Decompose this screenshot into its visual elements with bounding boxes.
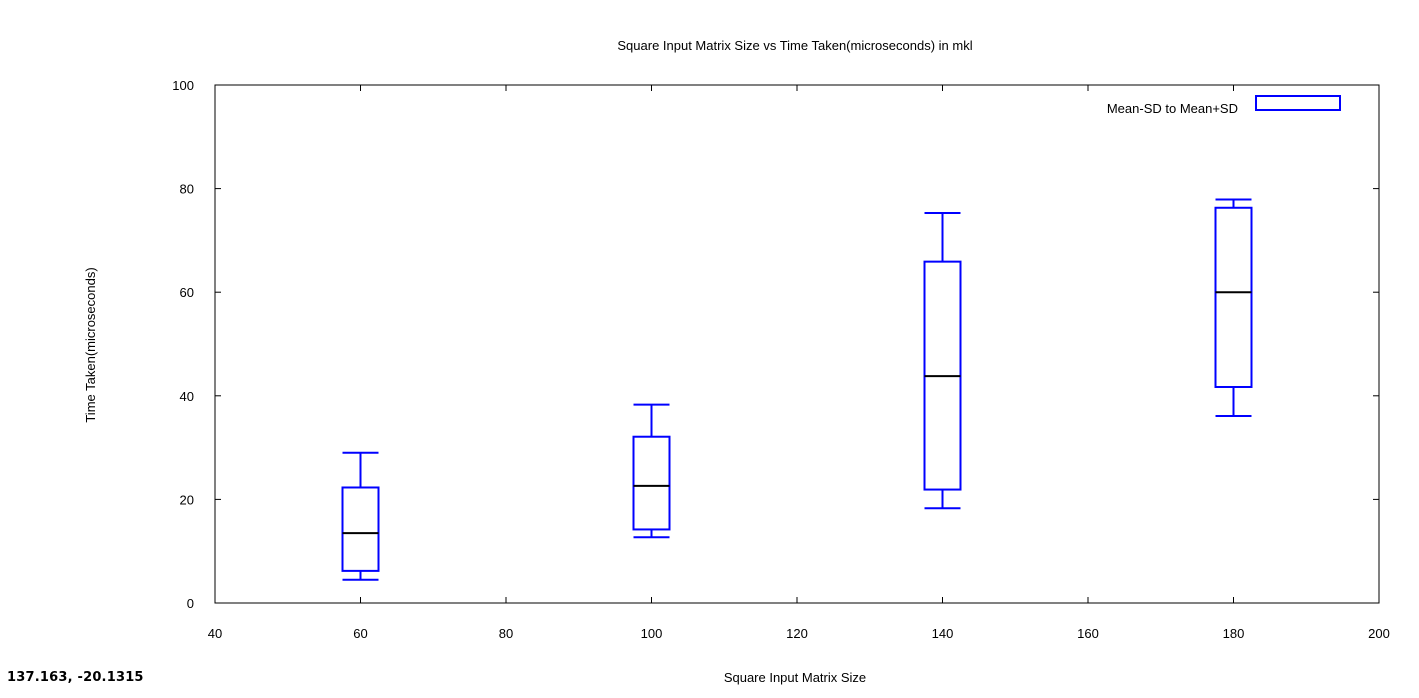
- box-100: [632, 403, 671, 539]
- y-tick-label-80: 80: [180, 182, 194, 197]
- legend-swatch: [1255, 95, 1341, 111]
- x-tick-label-80: 80: [499, 626, 513, 641]
- legend-label: Mean-SD to Mean+SD: [1107, 101, 1238, 116]
- x-tick-label-100: 100: [641, 626, 663, 641]
- axis-ticks: 40 60 80 100 120 140 160 180 200 0 20 40 60 80 100: [172, 78, 1390, 641]
- x-tick-label-120: 120: [786, 626, 808, 641]
- x-axis-label: Square Input Matrix Size: [724, 670, 866, 685]
- box-rect-100: [632, 435, 671, 531]
- x-tick-label-200: 200: [1368, 626, 1390, 641]
- coordinate-readout: 137.163, -20.1315: [7, 670, 144, 685]
- box-60: [341, 451, 380, 581]
- x-tick-label-160: 160: [1077, 626, 1099, 641]
- y-tick-label-100: 100: [172, 78, 194, 93]
- y-tick-label-40: 40: [180, 389, 194, 404]
- box-series: [341, 198, 1253, 581]
- x-tick-label-180: 180: [1223, 626, 1245, 641]
- x-tick-label-40: 40: [208, 626, 222, 641]
- chart-title: Square Input Matrix Size vs Time Taken(m…: [617, 38, 972, 53]
- x-tick-label-60: 60: [353, 626, 367, 641]
- box-140: [923, 211, 962, 510]
- box-rect-180: [1214, 206, 1253, 388]
- y-tick-label-20: 20: [180, 492, 194, 507]
- y-axis-label: Time Taken(microseconds): [83, 267, 98, 422]
- x-tick-label-140: 140: [932, 626, 954, 641]
- legend: Mean-SD to Mean+SD: [1107, 95, 1341, 116]
- y-tick-label-60: 60: [180, 285, 194, 300]
- plot-frame: [214, 84, 1380, 604]
- box-180: [1214, 198, 1253, 418]
- box-rect-60: [341, 486, 380, 572]
- y-tick-label-0: 0: [187, 596, 194, 611]
